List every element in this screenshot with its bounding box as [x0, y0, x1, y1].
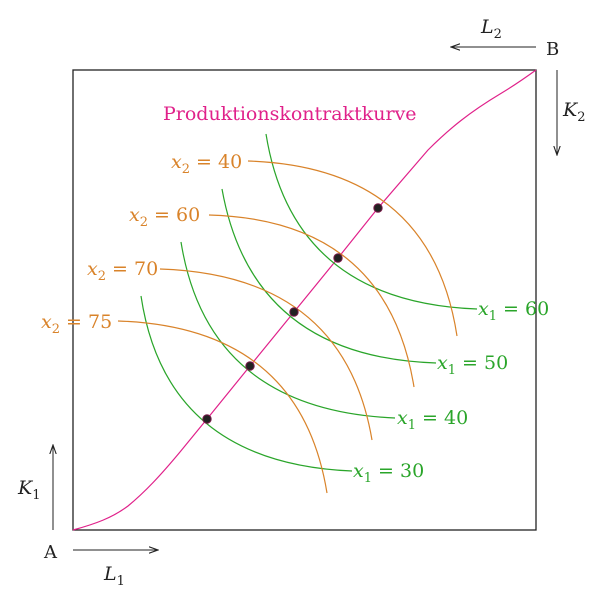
tangency-point: [373, 203, 383, 213]
isoquant-x2-label: x2 = 40: [171, 151, 242, 177]
diagram-title: Produktionskontraktkurve: [163, 103, 417, 125]
k2-label: K2: [562, 99, 585, 125]
isoquant-x1-label: x1 = 30: [353, 460, 424, 486]
isoquant-x1-label: x1 = 40: [397, 407, 468, 433]
isoquant-x2-label: x2 = 75: [41, 311, 112, 337]
tangency-point: [333, 253, 343, 263]
tangency-point: [245, 361, 255, 371]
isoquant-x1-label: x1 = 60: [478, 298, 549, 324]
isoquant-x1-30: [140, 295, 353, 472]
l2-label: L2: [480, 16, 502, 42]
contract-curve: [72, 69, 537, 531]
isoquant-x2-label: x2 = 60: [129, 204, 200, 230]
edgeworth-box-frame: [72, 69, 537, 531]
isoquants-x2: [117, 160, 458, 494]
origin-a-label: A: [43, 542, 58, 563]
isoquant-x1-60: [265, 133, 478, 310]
k1-label: K1: [17, 477, 40, 503]
isoquant-x1-label: x1 = 50: [437, 352, 508, 378]
isoquant-x2-70: [159, 268, 373, 441]
isoquant-x2-60: [208, 214, 415, 388]
isoquant-x2-label: x2 = 70: [87, 258, 158, 284]
isoquant-x1-40: [180, 241, 396, 419]
tangency-point: [289, 307, 299, 317]
l1-label: L1: [103, 563, 125, 589]
tangency-point: [202, 414, 212, 424]
isoquant-x2-75: [117, 320, 328, 494]
origin-b-label: B: [546, 39, 559, 60]
tangency-points: [202, 203, 383, 424]
isoquant-x1-50: [221, 188, 437, 364]
isoquant-x2-40: [247, 160, 458, 337]
